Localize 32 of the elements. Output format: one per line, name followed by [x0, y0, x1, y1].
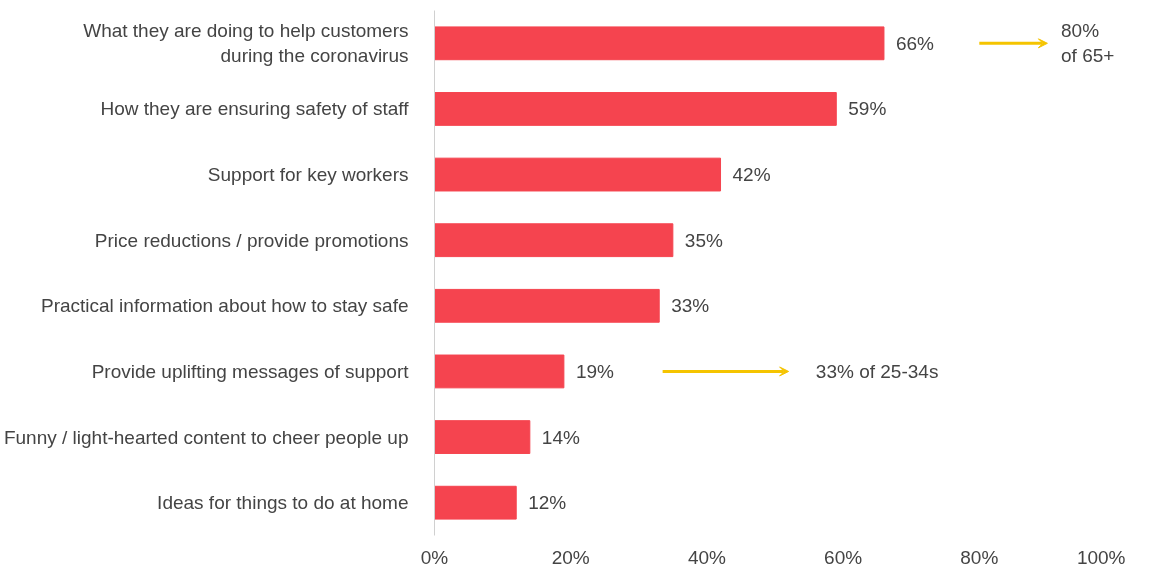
y-tick-label: Provide uplifting messages of support — [91, 360, 410, 382]
data-label: 19% — [575, 360, 615, 382]
y-tick-label: Ideas for things to do at home — [157, 492, 409, 514]
x-tick-label: 80% — [960, 546, 999, 568]
data-label: 33% — [671, 295, 710, 317]
data-label: 66% — [895, 32, 935, 54]
y-tick-label: Funny / light-hearted content to cheer people up — [3, 426, 409, 448]
bar — [434, 288, 660, 323]
bar — [434, 92, 837, 126]
y-tick-label: Price reductions / provide promotions — [94, 229, 409, 251]
y-tick-label: How they are ensuring safety of staff — [100, 98, 410, 120]
bar — [434, 26, 885, 61]
bar — [434, 157, 722, 192]
y-tick-label: What they are doing to help customers during the coronavirus — [83, 20, 409, 67]
data-label: 59% — [848, 98, 887, 120]
bar — [434, 223, 674, 258]
bar — [434, 485, 517, 520]
annotation: 33% of 25-34s — [815, 360, 939, 382]
data-label: 42% — [732, 164, 771, 186]
x-tick-label: 60% — [824, 546, 863, 568]
y-tick-label: Practical information about how to stay safe — [40, 295, 409, 317]
x-tick-label: 100% — [1076, 546, 1126, 568]
bar — [434, 354, 565, 389]
data-label: 12% — [528, 492, 567, 514]
x-tick-label: 20% — [551, 546, 590, 568]
data-label: 14% — [541, 426, 580, 448]
data-label: 35% — [684, 229, 723, 251]
x-tick-label: 40% — [687, 546, 727, 568]
annotation: 80% of 65+ — [1061, 20, 1115, 67]
y-tick-label: Support for key workers — [207, 164, 409, 186]
bar — [434, 420, 531, 454]
x-tick-label: 0% — [420, 546, 449, 568]
